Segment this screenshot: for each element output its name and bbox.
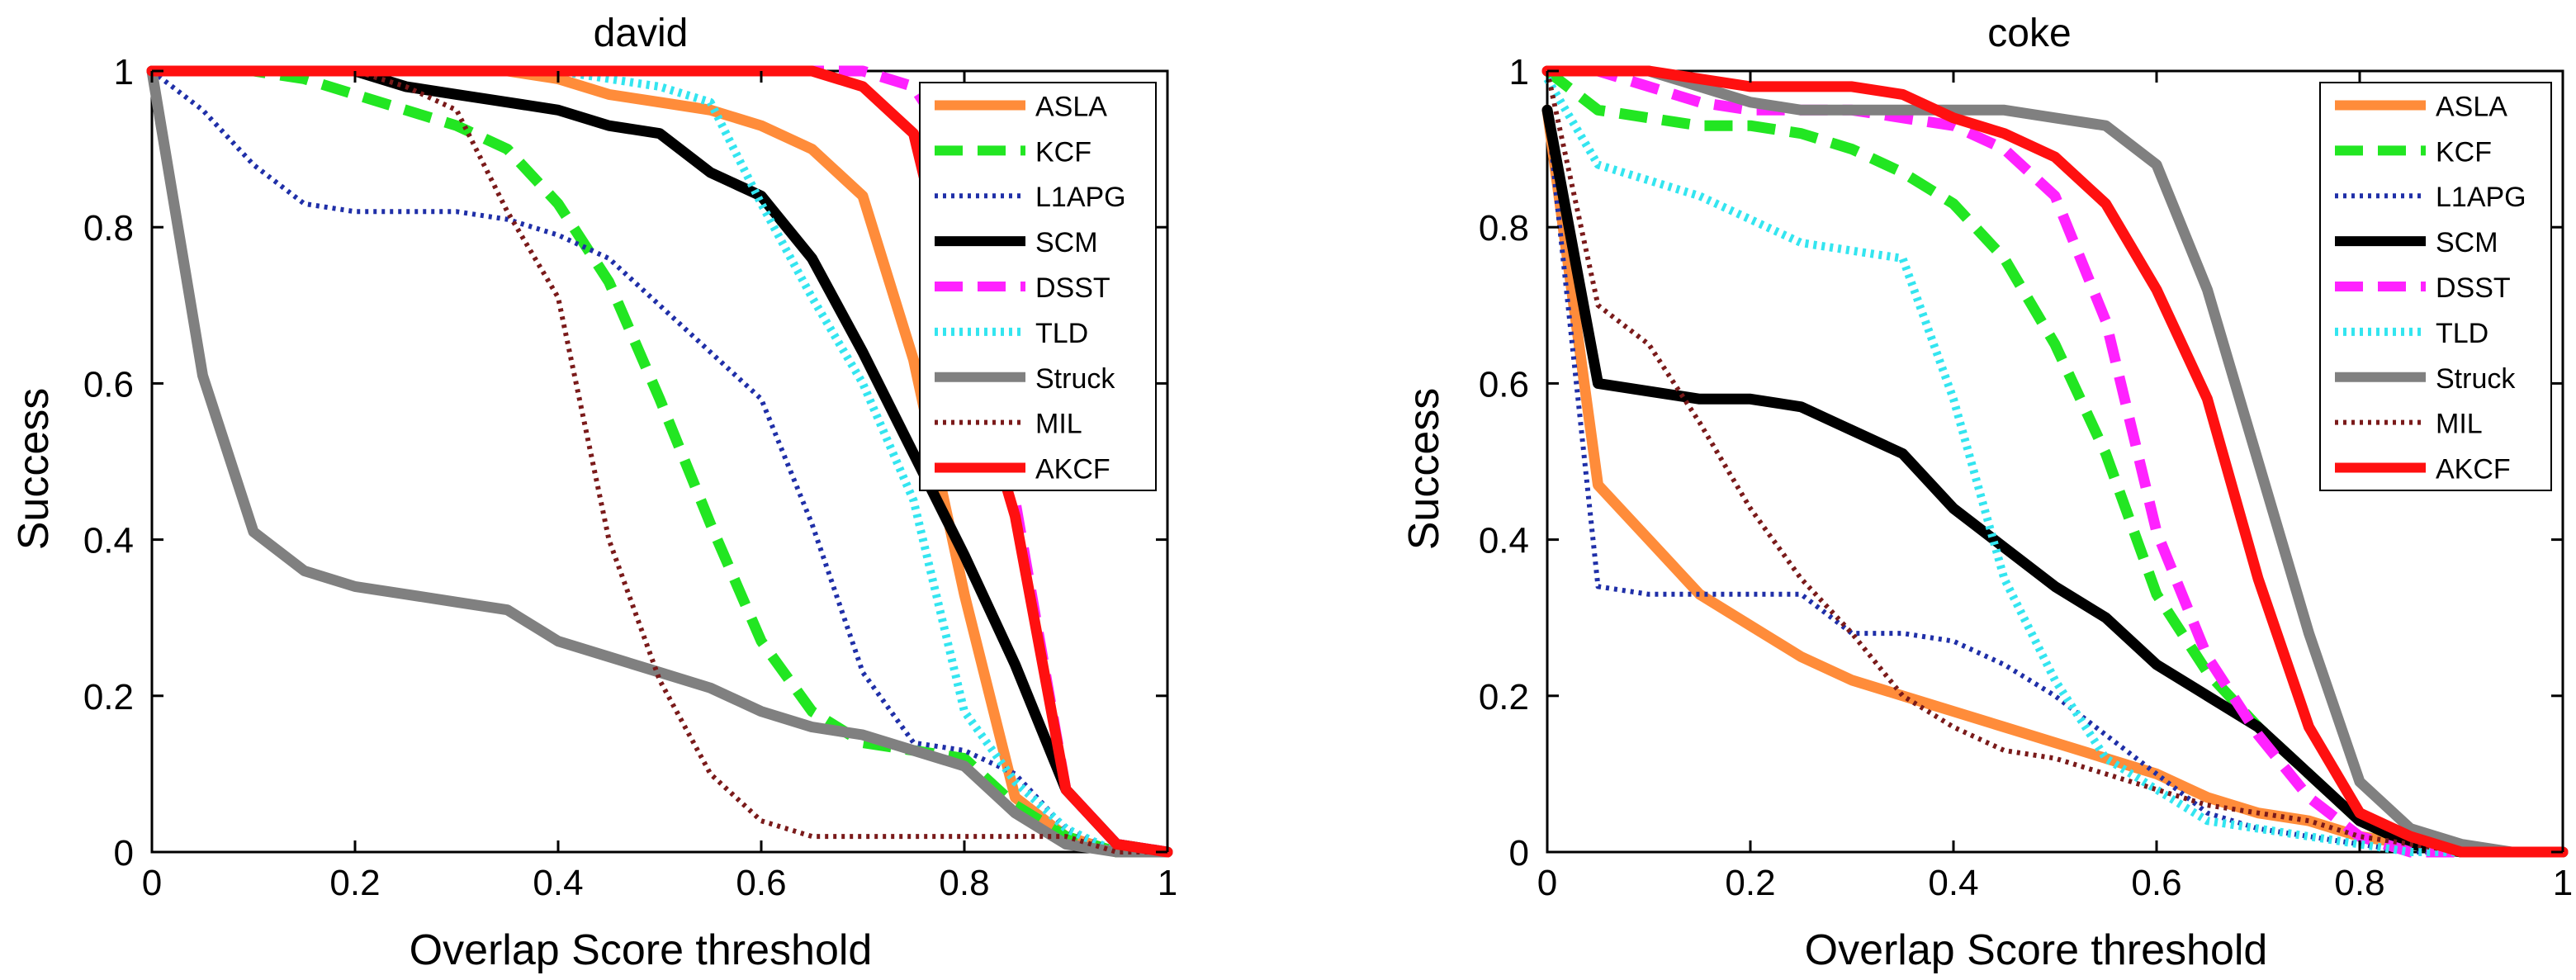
y-tick-label: 0.8 xyxy=(1479,208,1529,249)
series-line-l1apg xyxy=(150,69,1167,855)
tick-labels: 0 0.2 0.4 0.6 0.8 1 0 0.2 0.4 0.6 0.8 1 xyxy=(83,52,1177,903)
y-tick-label: 0 xyxy=(1509,833,1529,873)
plot-area: ASLA KCF L1APG SCM DSST TLD Struck MIL AKCF xyxy=(1541,65,2569,858)
x-tick-label: 0 xyxy=(142,863,162,903)
tick-labels: 0 0.2 0.4 0.6 0.8 1 0 0.2 0.4 0.6 0.8 1 xyxy=(1479,52,2573,903)
y-tick-label: 0.4 xyxy=(1479,521,1529,561)
y-tick-label: 1 xyxy=(1509,52,1529,92)
legend-label-asla: ASLA xyxy=(1035,91,1107,122)
series-line-kcf xyxy=(152,65,1167,858)
y-tick-label: 0 xyxy=(114,833,134,873)
plot-area: ASLA KCF L1APG SCM DSST TLD Struck MIL AKCF xyxy=(146,65,1173,858)
x-tick-label: 0.2 xyxy=(329,863,380,903)
legend-label-dsst: DSST xyxy=(2436,272,2511,304)
y-axis-label: Success xyxy=(1400,388,1448,551)
y-tick-label: 0.2 xyxy=(1479,677,1529,717)
series-line-tld xyxy=(1543,76,2563,856)
x-tick-label: 0.4 xyxy=(1928,863,1978,903)
series-line-dsst xyxy=(1547,65,2563,858)
chart-title: david xyxy=(594,12,689,55)
y-tick-label: 0.4 xyxy=(83,521,134,561)
legend-label-scm: SCM xyxy=(2436,227,2498,258)
legend-label-akcf: AKCF xyxy=(2436,454,2511,485)
legend-label-mil: MIL xyxy=(1035,409,1082,440)
x-tick-label: 0.4 xyxy=(533,863,583,903)
legend-label-asla: ASLA xyxy=(2436,91,2507,122)
x-tick-label: 0.8 xyxy=(939,863,989,903)
chart-title: coke xyxy=(1987,12,2071,55)
tick-marks xyxy=(150,69,1169,854)
x-axis-label: Overlap Score threshold xyxy=(410,926,873,974)
y-tick-label: 0.6 xyxy=(83,364,134,405)
x-axis-label: Overlap Score threshold xyxy=(1805,926,2268,974)
y-tick-label: 0.2 xyxy=(83,677,134,717)
x-tick-label: 0.6 xyxy=(2131,863,2181,903)
y-tick-label: 0.8 xyxy=(83,208,134,249)
x-tick-label: 0.6 xyxy=(736,863,786,903)
series-line-mil xyxy=(1545,70,2563,855)
legend-label-tld: TLD xyxy=(1035,318,1088,349)
y-axis-label: Success xyxy=(10,388,58,551)
tick-marks xyxy=(1546,69,2564,854)
x-tick-label: 0 xyxy=(1537,863,1557,903)
x-tick-label: 0.2 xyxy=(1725,863,1775,903)
series-lines xyxy=(1541,65,2569,858)
legend-label-mil: MIL xyxy=(2436,409,2483,440)
legend-label-kcf: KCF xyxy=(1035,136,1091,168)
x-tick-label: 1 xyxy=(1158,863,1177,903)
series-line-struck xyxy=(1541,65,2569,858)
legend-label-dsst: DSST xyxy=(1035,272,1110,304)
y-tick-label: 1 xyxy=(114,52,134,92)
series-line-akcf xyxy=(1541,65,2569,858)
legend-label-akcf: AKCF xyxy=(1035,454,1110,485)
legend-label-tld: TLD xyxy=(2436,318,2488,349)
legend-label-kcf: KCF xyxy=(2436,136,2492,168)
plot-frame xyxy=(1546,69,2564,854)
legend-label-l1apg: L1APG xyxy=(2436,182,2526,213)
legend: ASLA KCF L1APG SCM DSST TLD Struck MIL AKCF xyxy=(2319,82,2552,491)
series-line-scm xyxy=(1541,104,2569,858)
legend-label-l1apg: L1APG xyxy=(1035,182,1126,213)
legend-label-struck: Struck xyxy=(1035,363,1115,395)
y-tick-label: 0.6 xyxy=(1479,364,1529,405)
legend: ASLA KCF L1APG SCM DSST TLD Struck MIL AKCF xyxy=(919,82,1157,491)
legend-label-struck: Struck xyxy=(2436,363,2516,395)
x-tick-label: 1 xyxy=(2553,863,2573,903)
series-line-struck xyxy=(146,65,1173,858)
chart-coke: coke Success Overlap Score threshold 0 0.… xyxy=(1400,12,2573,974)
x-tick-label: 0.8 xyxy=(2334,863,2384,903)
legend-label-scm: SCM xyxy=(1035,227,1098,258)
